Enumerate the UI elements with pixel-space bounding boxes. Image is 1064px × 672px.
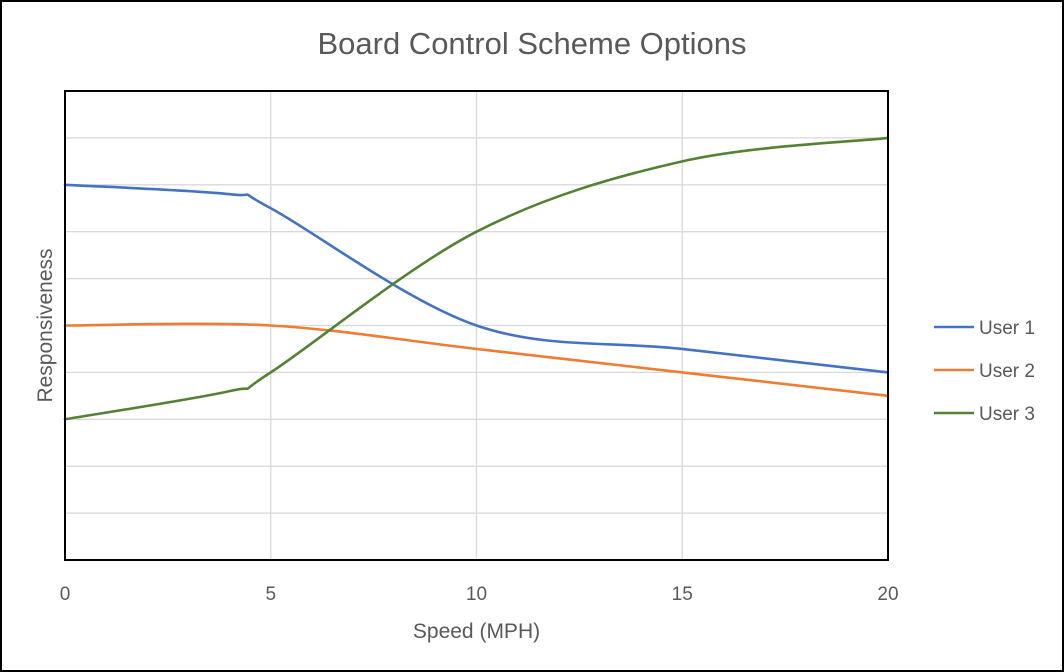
legend: User 1 User 2 User 3 bbox=[934, 318, 1035, 425]
legend-label: User 2 bbox=[979, 361, 1035, 382]
plot-area-border bbox=[64, 90, 889, 561]
x-axis-ticks: 0 5 10 15 20 bbox=[60, 584, 899, 605]
series-line-user-2 bbox=[63, 322, 890, 398]
x-tick-label: 15 bbox=[672, 584, 693, 605]
legend-label: User 3 bbox=[979, 404, 1035, 425]
legend-item-user-1: User 1 bbox=[934, 318, 1035, 339]
series-line-user-3 bbox=[63, 136, 890, 421]
y-axis-title: Responsiveness bbox=[34, 248, 57, 402]
series-layer bbox=[63, 136, 890, 421]
legend-label: User 1 bbox=[979, 318, 1035, 339]
series-line-user-1 bbox=[63, 183, 890, 374]
x-axis-title: Speed (MPH) bbox=[413, 620, 540, 643]
legend-item-user-2: User 2 bbox=[934, 361, 1035, 382]
x-tick-label: 0 bbox=[60, 584, 71, 605]
x-tick-label: 10 bbox=[466, 584, 487, 605]
x-tick-label: 5 bbox=[265, 584, 276, 605]
x-tick-label: 20 bbox=[877, 584, 898, 605]
chart-title: Board Control Scheme Options bbox=[317, 26, 746, 61]
legend-item-user-3: User 3 bbox=[934, 404, 1035, 425]
